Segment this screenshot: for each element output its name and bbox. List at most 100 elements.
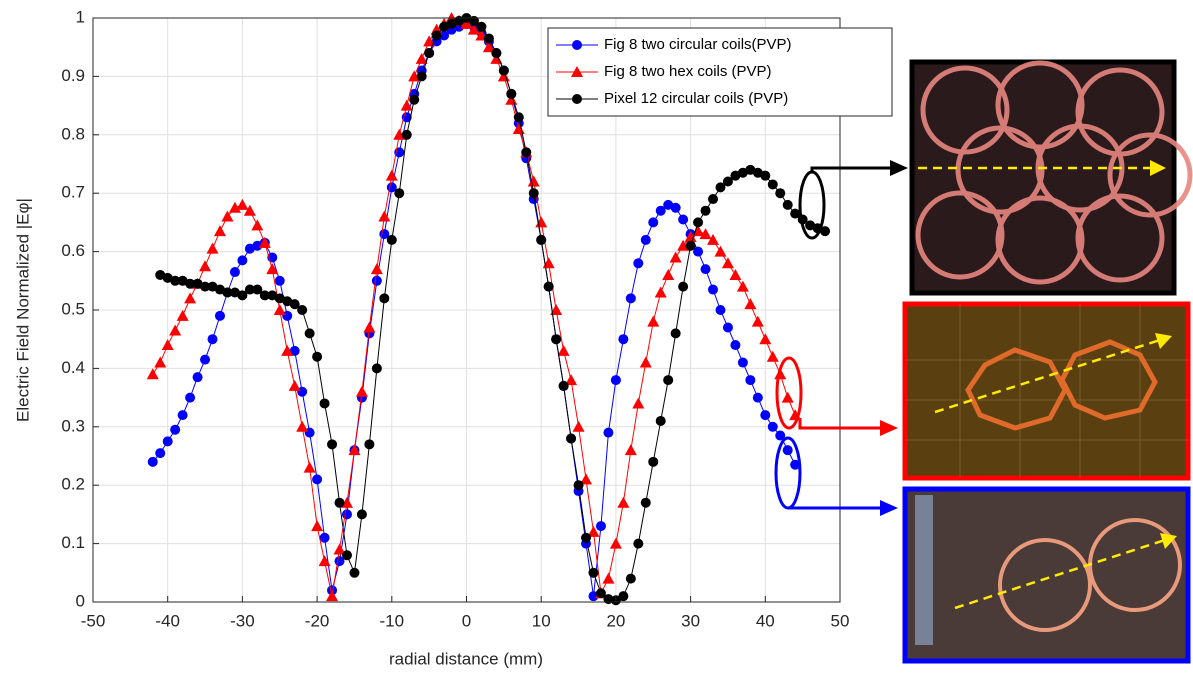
marker	[588, 567, 599, 578]
marker	[349, 567, 360, 578]
marker	[214, 310, 225, 321]
marker	[333, 543, 346, 555]
marker	[401, 129, 412, 140]
marker	[355, 385, 368, 397]
x-tick-label: 30	[681, 611, 700, 630]
marker	[760, 170, 771, 181]
marker	[394, 188, 405, 199]
marker	[170, 275, 181, 286]
marker	[162, 436, 173, 447]
marker	[640, 234, 651, 245]
marker	[609, 537, 622, 549]
marker	[258, 236, 271, 248]
marker	[557, 344, 570, 356]
marker	[303, 461, 316, 473]
legend-label: Pixel 12 circular coils (PVP)	[604, 90, 788, 107]
marker	[625, 573, 636, 584]
marker	[431, 30, 442, 41]
y-tick-label: 0.7	[61, 183, 85, 202]
marker	[700, 264, 711, 275]
marker	[476, 21, 487, 32]
marker	[289, 299, 300, 310]
marker	[192, 372, 203, 383]
marker	[424, 48, 435, 59]
marker	[655, 415, 666, 426]
marker	[370, 263, 383, 275]
marker	[527, 175, 540, 187]
marker	[571, 66, 583, 77]
marker	[745, 375, 756, 386]
marker	[663, 375, 674, 386]
marker	[610, 375, 621, 386]
marker	[648, 456, 659, 467]
marker	[729, 268, 742, 280]
marker	[535, 216, 548, 228]
marker	[319, 532, 330, 543]
marker	[678, 214, 689, 225]
marker	[423, 35, 436, 47]
marker	[236, 198, 249, 210]
marker	[169, 324, 182, 336]
marker	[311, 520, 324, 532]
marker	[296, 420, 309, 432]
y-tick-label: 0.2	[61, 475, 85, 494]
marker	[602, 572, 615, 584]
marker	[677, 239, 690, 251]
marker	[327, 439, 338, 450]
marker	[281, 344, 294, 356]
marker	[460, 17, 473, 29]
arrow-red	[798, 418, 880, 430]
marker	[237, 255, 248, 266]
x-tick-label: -40	[155, 611, 180, 630]
marker	[363, 321, 376, 333]
x-tick-label: -30	[230, 611, 255, 630]
marker	[378, 210, 391, 222]
y-axis-label: Electric Field Normalized |Eφ|	[13, 198, 32, 422]
marker	[506, 88, 517, 99]
marker	[625, 293, 636, 304]
marker	[632, 397, 645, 409]
marker	[551, 334, 562, 345]
marker	[200, 354, 211, 365]
marker	[206, 242, 219, 254]
marker	[782, 445, 793, 456]
marker	[781, 391, 794, 403]
marker	[536, 234, 547, 245]
marker	[259, 290, 270, 301]
marker	[685, 240, 696, 251]
marker	[528, 188, 539, 199]
marker	[751, 315, 764, 327]
marker	[521, 147, 532, 158]
y-tick-label: 0.1	[61, 533, 85, 552]
ellipse-red	[775, 356, 803, 430]
arrow-head	[890, 160, 908, 176]
marker	[752, 392, 763, 403]
marker	[708, 284, 719, 295]
marker	[633, 258, 644, 269]
marker	[251, 219, 264, 231]
marker	[340, 496, 353, 508]
marker	[326, 590, 339, 602]
y-tick-label: 0.4	[61, 358, 85, 377]
marker	[513, 112, 524, 123]
x-tick-label: -20	[305, 611, 330, 630]
marker	[647, 315, 660, 327]
marker	[693, 217, 704, 228]
marker	[736, 280, 749, 292]
marker	[654, 286, 667, 298]
marker	[364, 439, 375, 450]
marker	[678, 281, 689, 292]
marker	[722, 176, 733, 187]
x-tick-label: 40	[756, 611, 775, 630]
marker	[700, 205, 711, 216]
marker	[274, 275, 285, 286]
marker	[491, 48, 502, 59]
marker	[228, 201, 241, 213]
marker	[304, 328, 315, 339]
marker	[416, 71, 427, 82]
marker	[624, 444, 637, 456]
marker	[312, 351, 323, 362]
y-tick-label: 0	[76, 591, 85, 610]
marker	[603, 427, 614, 438]
marker	[618, 334, 629, 345]
